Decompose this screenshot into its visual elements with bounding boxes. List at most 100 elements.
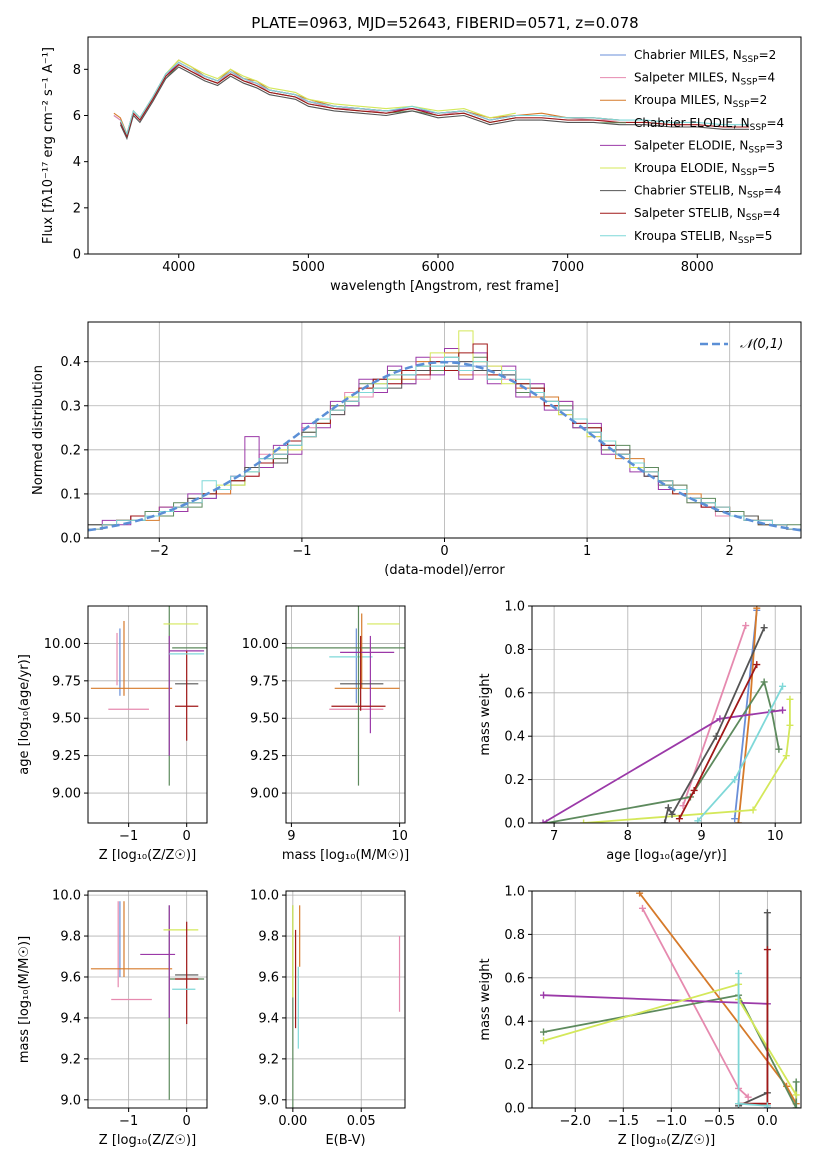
weight-point-marker — [742, 622, 750, 630]
y-tick-label: 2 — [73, 201, 81, 216]
y-axis-label: Flux [fλ10⁻¹⁷ erg cm⁻² s⁻¹ A⁻¹] — [41, 47, 56, 244]
legend-subscript: SSP — [747, 191, 764, 201]
weight-point-marker — [782, 752, 790, 760]
spectrum-panel: 4000 5000 6000 7000 8000 0 2 4 6 8 wavelength [Ang… — [41, 36, 802, 294]
spectrum-series-line — [119, 66, 750, 141]
x-tick-label: −1 — [119, 1114, 138, 1129]
x-axis-label: Z [log₁₀(Z/Z☉)] — [99, 848, 196, 863]
legend-count: =2 — [750, 93, 768, 107]
weight-point-marker — [540, 991, 548, 999]
x-axis-label: age [log₁₀(age/yr)] — [606, 848, 727, 863]
mass-weight-vs-metallicity-panel: −2.0 −1.5 −1.0 −0.5 0.0 0.0 0.2 0.4 0.6 0.8 1.0 Z [… — [478, 885, 802, 1148]
axes-frame — [87, 605, 208, 824]
x-tick-label: 2 — [726, 544, 734, 559]
y-tick-label: 8 — [73, 63, 81, 78]
x-tick-label: −1 — [119, 829, 138, 844]
x-tick-label: −0.5 — [704, 1114, 736, 1129]
weight-point-marker — [760, 624, 768, 632]
x-tick-label: 10 — [391, 829, 408, 844]
spectrum-series-line — [113, 59, 620, 136]
x-axis-label: mass [log₁₀(M/M☉)] — [282, 848, 409, 863]
weight-point-marker — [760, 678, 768, 686]
y-tick-label: 10.00 — [242, 637, 279, 652]
y-tick-label: 9.4 — [258, 1011, 279, 1026]
weight-series-line — [738, 912, 769, 1107]
axes-frame — [87, 890, 208, 1109]
legend-label: 𝒩(0,1) — [740, 337, 783, 352]
x-tick-label: 5000 — [292, 260, 325, 275]
axes-frame — [531, 890, 802, 1109]
legend-subscript: SSP — [746, 213, 763, 223]
spectrum-lines — [113, 59, 750, 141]
y-tick-label: 0.2 — [504, 1058, 525, 1073]
weight-point-marker — [716, 715, 724, 723]
legend-count: =4 — [757, 71, 775, 85]
spectrum-series-line — [119, 61, 750, 136]
x-tick-label: −1.5 — [607, 1114, 639, 1129]
y-axis-label: mass weight — [478, 673, 493, 755]
x-axis-label: Z [log₁₀(Z/Z☉)] — [618, 1133, 715, 1148]
legend-count: =5 — [757, 161, 775, 175]
y-tick-label: 9.0 — [258, 1093, 279, 1108]
weight-series-line — [542, 709, 783, 823]
weight-point-marker — [744, 1093, 752, 1101]
weight-lines — [539, 606, 794, 823]
histogram-series — [88, 356, 801, 538]
y-tick-label: 10.0 — [250, 889, 279, 904]
x-axis-label: Z [log₁₀(Z/Z☉)] — [99, 1133, 196, 1148]
weight-point-marker — [763, 946, 771, 954]
weight-series-line — [738, 949, 769, 1105]
y-tick-label: 9.0 — [60, 1093, 81, 1108]
y-tick-label: 4 — [73, 155, 81, 170]
weight-point-marker — [540, 1028, 548, 1036]
spectrum-series-line — [119, 64, 750, 138]
weight-point-marker — [779, 682, 787, 690]
y-tick-label: 0.2 — [504, 773, 525, 788]
weight-point-marker — [779, 706, 787, 714]
axes-frame — [531, 605, 802, 824]
weight-point-marker — [786, 721, 794, 729]
legend-label: Chabrier STELIB, NSSP=4 — [634, 184, 782, 201]
weight-point-marker — [731, 815, 739, 823]
legend-label: Chabrier MILES, NSSP=2 — [634, 48, 776, 65]
legend-subscript: SSP — [741, 78, 758, 88]
weight-point-marker — [690, 786, 698, 794]
legend-label: Kroupa MILES, NSSP=2 — [634, 93, 767, 110]
weight-point-marker — [580, 819, 588, 823]
x-axis-label: E(B-V) — [325, 1133, 365, 1148]
x-tick-label: 4000 — [162, 260, 195, 275]
mass-vs-extinction-panel: 0.00 0.05 9.0 9.2 9.4 9.6 9.8 10.0 E(B-V) — [250, 889, 406, 1148]
weight-point-marker — [735, 969, 743, 977]
legend-subscript: SSP — [733, 100, 750, 110]
x-tick-label: 7 — [550, 829, 558, 844]
axes-frame — [87, 36, 802, 255]
legend-subscript: SSP — [741, 168, 758, 178]
y-tick-label: 0.0 — [504, 817, 525, 832]
spectrum-series-line — [113, 61, 620, 139]
legend-subscript: SSP — [750, 123, 767, 133]
y-axis-label: age [log₁₀(age/yr)] — [17, 654, 32, 775]
x-tick-label: 7000 — [551, 260, 584, 275]
y-tick-label: 1.0 — [504, 885, 525, 900]
y-tick-label: 9.8 — [258, 930, 279, 945]
weight-point-marker — [731, 776, 739, 784]
age-vs-mass-panel: 9 10 9.00 9.25 9.50 9.75 10.00 mass [log₁₀(M/M☉… — [242, 605, 409, 863]
weight-point-marker — [668, 810, 676, 818]
weight-point-marker — [753, 606, 761, 612]
y-axis-label: mass [log₁₀(M/M☉)] — [17, 936, 32, 1063]
x-tick-label: 10 — [767, 829, 784, 844]
legend-count: =4 — [763, 206, 781, 220]
legend-label: Chabrier ELODIE, NSSP=4 — [634, 116, 784, 133]
weight-point-marker — [775, 745, 783, 753]
y-tick-label: 9.2 — [258, 1052, 279, 1067]
axes-frame — [285, 605, 406, 824]
weight-point-marker — [712, 732, 720, 740]
weight-point-marker — [694, 817, 702, 823]
y-tick-label: 0.0 — [60, 532, 81, 547]
y-tick-label: 0 — [73, 248, 81, 263]
weight-series-line — [678, 664, 758, 820]
x-tick-label: 0 — [183, 829, 191, 844]
errorbar-group — [90, 606, 207, 786]
y-tick-label: 0.6 — [504, 686, 525, 701]
